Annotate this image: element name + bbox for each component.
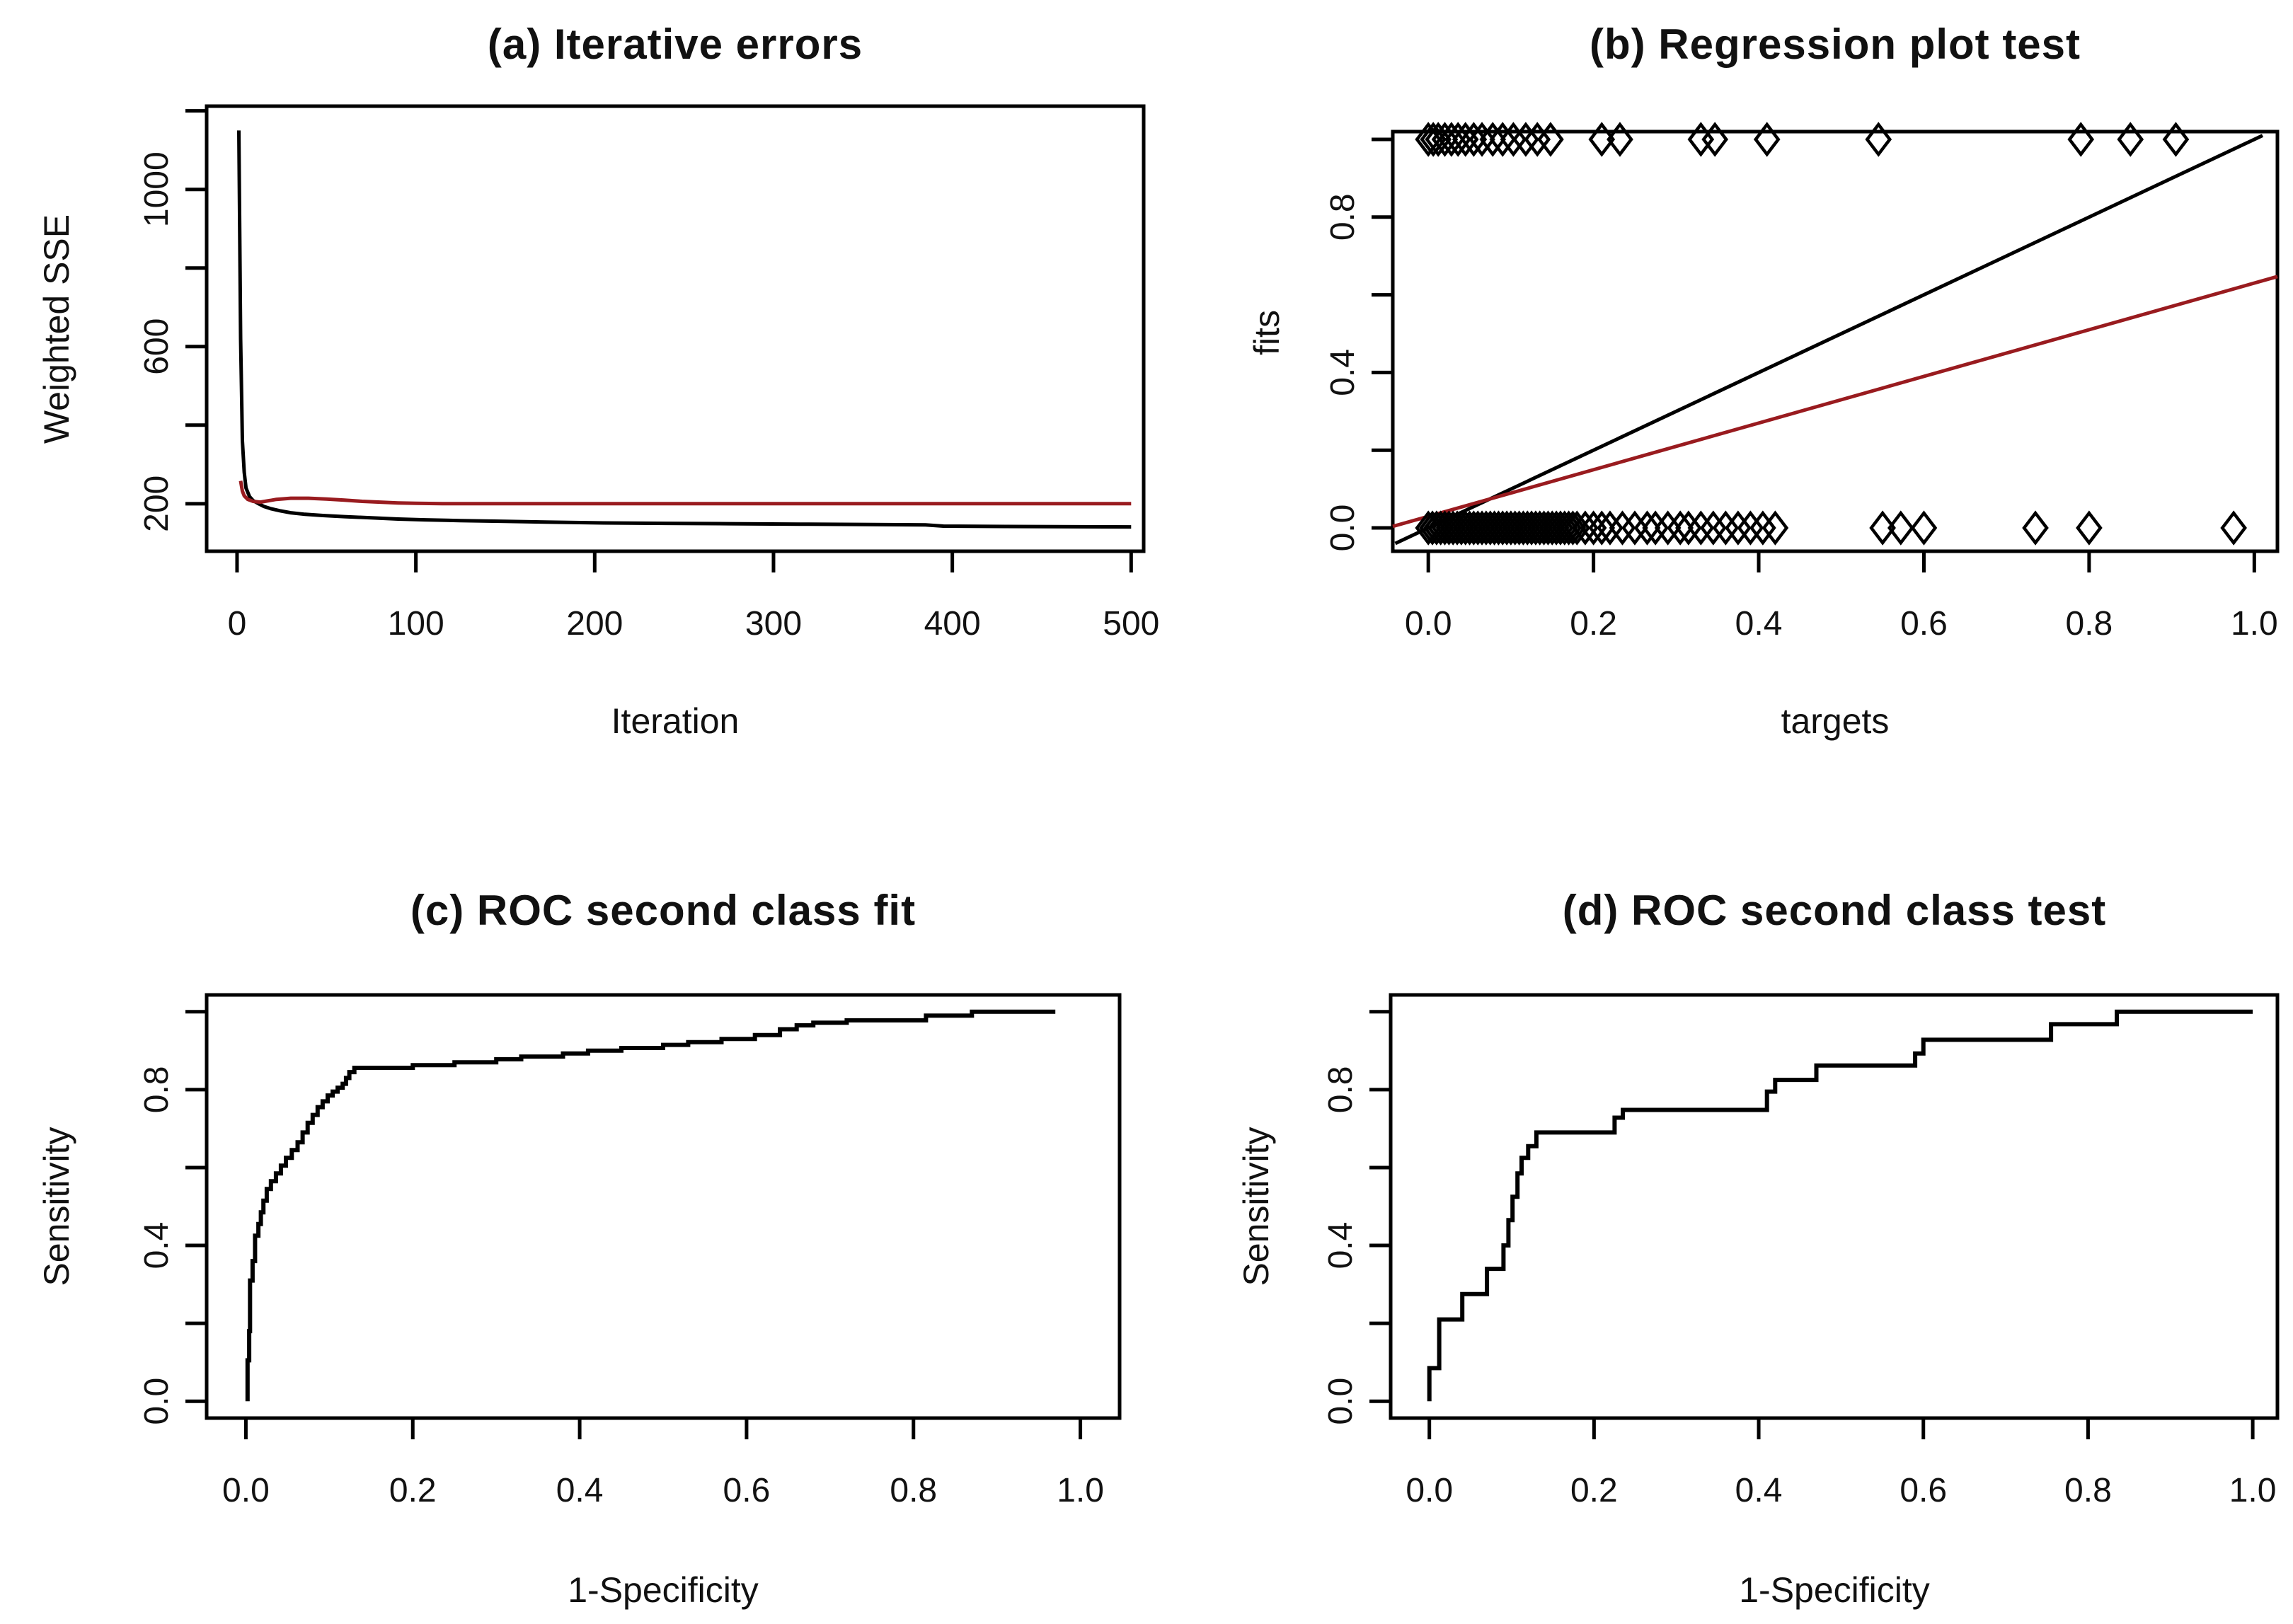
panel-d-xlabel: 1-Specificity bbox=[1739, 1570, 1930, 1610]
panel-c-xlabel: 1-Specificity bbox=[568, 1570, 759, 1610]
panel-b-xlabel: targets bbox=[1781, 701, 1890, 741]
y-tick-label-c: 0.4 bbox=[138, 1222, 176, 1269]
plot-box-c bbox=[205, 993, 1122, 1420]
x-tick-label-b: 0.0 bbox=[1405, 605, 1452, 643]
data-point-diamond bbox=[2067, 122, 2095, 157]
y-tick-label-b: 0.0 bbox=[1324, 505, 1362, 552]
y-tick-label-a: 1000 bbox=[138, 151, 176, 227]
plot-box-d bbox=[1389, 993, 2280, 1420]
data-point-diamond bbox=[1865, 122, 1892, 157]
data-point-diamond bbox=[1753, 122, 1781, 157]
panel-a-xlabel: Iteration bbox=[611, 701, 740, 741]
data-point-diamond bbox=[2022, 510, 2049, 546]
x-tick-label-c: 0.4 bbox=[556, 1472, 604, 1509]
x-tick-label-a: 400 bbox=[924, 605, 981, 643]
roc-fit-curve bbox=[245, 1009, 1056, 1402]
x-tick-label-d: 0.0 bbox=[1406, 1472, 1453, 1509]
y-tick-label-d: 0.0 bbox=[1322, 1378, 1360, 1425]
data-point-diamond bbox=[2117, 122, 2144, 157]
y-tick-label-c: 0.8 bbox=[138, 1066, 176, 1114]
panel-d-ylabel: Sensitivity bbox=[1236, 1127, 1276, 1286]
regression-line bbox=[1392, 275, 2278, 529]
identity-line bbox=[1394, 134, 2264, 546]
y-tick-label-b: 0.4 bbox=[1324, 349, 1362, 396]
x-tick-label-b: 0.8 bbox=[2066, 605, 2113, 643]
x-tick-label-d: 0.8 bbox=[2064, 1472, 2112, 1509]
data-point-diamond bbox=[1725, 510, 1752, 546]
data-point-diamond bbox=[1749, 510, 1776, 546]
panel-c-ylabel: Sensitivity bbox=[37, 1127, 76, 1286]
y-tick-label-b: 0.8 bbox=[1324, 193, 1362, 241]
panel-b-title: (b) Regression plot test bbox=[1589, 21, 2081, 68]
x-tick-label-b: 0.6 bbox=[1900, 605, 1948, 643]
data-point-diamond bbox=[1910, 510, 1938, 546]
panel-b-ylabel: fits bbox=[1247, 310, 1287, 355]
data-point-diamond bbox=[1712, 510, 1740, 546]
x-tick-label-c: 0.0 bbox=[222, 1472, 270, 1509]
data-point-diamond bbox=[1572, 510, 1599, 546]
panel-d-title: (d) ROC second class test bbox=[1562, 887, 2107, 934]
y-tick-label-a: 600 bbox=[138, 318, 176, 375]
x-tick-label-d: 0.4 bbox=[1735, 1472, 1783, 1509]
data-point-diamond bbox=[1687, 122, 1715, 157]
data-point-diamond bbox=[1607, 122, 1633, 157]
panel-c-title: (c) ROC second class fit bbox=[410, 887, 916, 934]
data-point-diamond bbox=[1642, 510, 1669, 546]
x-tick-label-a: 500 bbox=[1103, 605, 1159, 643]
data-point-diamond bbox=[1425, 122, 1452, 157]
x-tick-label-b: 0.2 bbox=[1570, 605, 1617, 643]
data-point-diamond bbox=[1555, 510, 1582, 546]
data-point-diamond bbox=[1537, 122, 1564, 157]
black-error-curve bbox=[237, 130, 1132, 529]
x-tick-label-a: 300 bbox=[745, 605, 802, 643]
x-tick-label-b: 1.0 bbox=[2231, 605, 2278, 643]
x-tick-label-a: 0 bbox=[228, 605, 247, 643]
x-tick-label-c: 0.8 bbox=[890, 1472, 937, 1509]
red-error-curve bbox=[239, 480, 1132, 506]
panel-a-title: (a) Iterative errors bbox=[487, 21, 863, 68]
data-point-diamond bbox=[1762, 510, 1789, 546]
data-point-diamond bbox=[1701, 122, 1729, 157]
plot-box-a bbox=[205, 104, 1146, 553]
data-point-diamond bbox=[1687, 510, 1715, 546]
y-tick-label-c: 0.0 bbox=[138, 1378, 176, 1425]
x-tick-label-c: 1.0 bbox=[1057, 1472, 1104, 1509]
y-tick-label-d: 0.8 bbox=[1322, 1066, 1360, 1114]
data-point-diamond bbox=[2162, 122, 2190, 157]
data-point-diamond bbox=[1580, 510, 1607, 546]
x-tick-label-c: 0.6 bbox=[723, 1472, 771, 1509]
data-point-diamond bbox=[1869, 510, 1896, 546]
roc-test-curve bbox=[1427, 1009, 2253, 1402]
x-tick-label-b: 0.4 bbox=[1735, 605, 1783, 643]
x-tick-label-d: 0.6 bbox=[1900, 1472, 1947, 1509]
x-tick-label-c: 0.2 bbox=[389, 1472, 437, 1509]
panel-a-ylabel: Weighted SSE bbox=[37, 214, 76, 444]
data-point-diamond bbox=[2076, 510, 2103, 546]
x-tick-label-a: 200 bbox=[566, 605, 623, 643]
x-tick-label-a: 100 bbox=[388, 605, 444, 643]
plot-box-b bbox=[1391, 129, 2280, 553]
data-point-diamond bbox=[1420, 122, 1447, 157]
y-tick-label-d: 0.4 bbox=[1322, 1222, 1360, 1269]
data-point-diamond bbox=[1547, 510, 1574, 546]
data-point-diamond bbox=[1609, 510, 1636, 546]
data-point-diamond bbox=[1524, 122, 1551, 157]
data-point-diamond bbox=[1460, 122, 1488, 157]
y-tick-label-a: 200 bbox=[138, 476, 176, 532]
data-point-diamond bbox=[1737, 510, 1764, 546]
x-tick-label-d: 0.2 bbox=[1570, 1472, 1618, 1509]
data-point-diamond bbox=[1700, 510, 1727, 546]
data-point-diamond bbox=[1512, 122, 1539, 157]
data-point-diamond bbox=[1675, 510, 1702, 546]
data-point-diamond bbox=[1597, 510, 1624, 546]
data-point-diamond bbox=[1452, 122, 1479, 157]
x-tick-label-d: 1.0 bbox=[2229, 1472, 2277, 1509]
data-point-diamond bbox=[2220, 510, 2247, 546]
data-point-diamond bbox=[1563, 510, 1591, 546]
data-point-diamond bbox=[1588, 122, 1616, 157]
